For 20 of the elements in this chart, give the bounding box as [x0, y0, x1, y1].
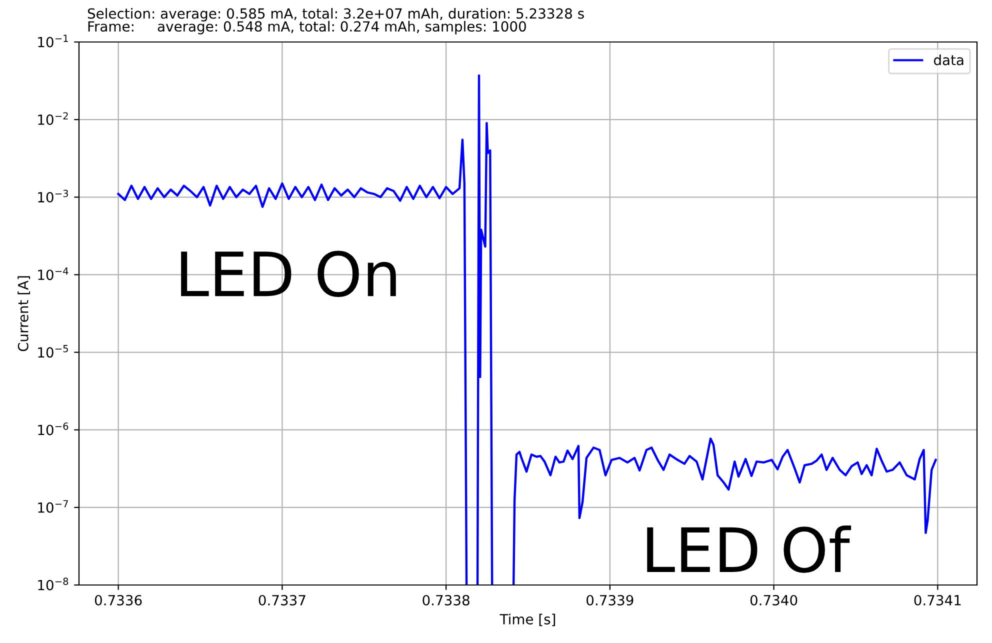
y-axis-title: Current [A] — [18, 276, 30, 352]
y-tick-label: 10$^{−5}$ — [38, 345, 68, 358]
legend-label: data — [934, 54, 964, 66]
x-tick-label: 0.7336 — [94, 594, 142, 606]
y-tick-label: 10$^{−1}$ — [38, 34, 68, 48]
chart-title: Selection: average: 0.585 mA, total: 3.2e+07 mAh, duration: 5.23328 s Frame: average: 0.548 mA, total: 0.274 mAh, samples: 1000 — [88, 8, 584, 34]
y-tick-label: 10$^{−3}$ — [38, 190, 68, 203]
x-tick-label: 0.7337 — [258, 594, 306, 606]
y-tick-label: 10$^{−4}$ — [38, 267, 68, 280]
x-tick-label: 0.7341 — [914, 594, 961, 606]
x-axis-title: Time [s] — [500, 614, 556, 626]
x-tick-label: 0.7339 — [586, 594, 634, 606]
annotation: LED On — [181, 250, 396, 297]
y-tick-label: 10$^{−8}$ — [38, 578, 68, 590]
x-tick-label: 0.7340 — [750, 594, 798, 606]
y-tick-label: 10$^{−2}$ — [38, 112, 68, 125]
annotation: LED Of — [647, 526, 852, 573]
y-tick-label: 10$^{−7}$ — [38, 500, 68, 513]
x-tick-label: 0.7338 — [422, 594, 470, 606]
y-tick-label: 10$^{−6}$ — [38, 422, 68, 436]
